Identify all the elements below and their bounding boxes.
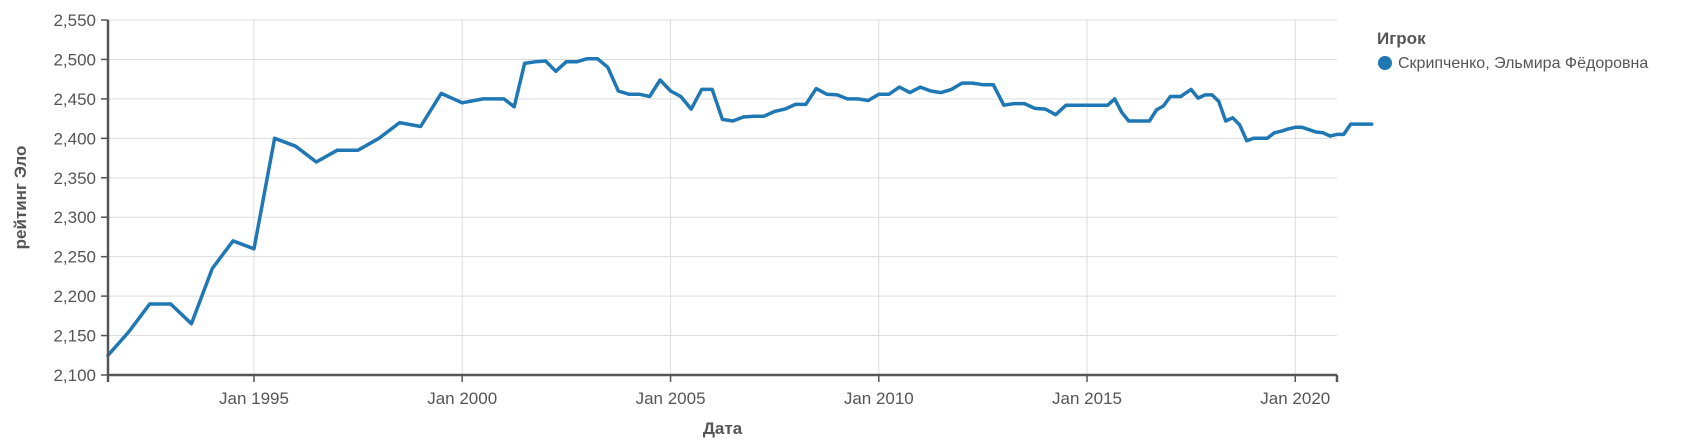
gridlines (108, 19, 1337, 376)
x-tick-label: Jan 2000 (427, 389, 497, 408)
x-axis-title: Дата (703, 419, 743, 438)
series-line (106, 56, 1374, 358)
x-tick-label: Jan 1995 (219, 389, 289, 408)
y-tick-label: 2,550 (53, 11, 96, 30)
x-tick-label: Jan 2020 (1260, 389, 1330, 408)
y-tick-label: 2,100 (53, 366, 96, 385)
series-layer (106, 56, 1374, 358)
y-axis-ticks: 2,100 2,150 2,200 2,250 2,300 2,350 2,400 2,450… (53, 11, 108, 385)
y-tick-label: 2,450 (53, 90, 96, 109)
y-tick-label: 2,250 (53, 248, 96, 267)
y-tick-label: 2,300 (53, 208, 96, 227)
legend-swatch (1378, 56, 1392, 70)
x-tick-label: Jan 2015 (1052, 389, 1122, 408)
y-axis-title: рейтинг Эло (11, 146, 30, 250)
x-tick-label: Jan 2005 (636, 389, 706, 408)
legend: Игрок Скрипченко, Эльмира Фёдоровна (1377, 29, 1648, 72)
x-tick-label: Jan 2010 (844, 389, 914, 408)
legend-entry-label[interactable]: Скрипченко, Эльмира Фёдоровна (1398, 55, 1648, 72)
y-tick-label: 2,500 (53, 50, 96, 69)
y-tick-label: 2,200 (53, 287, 96, 306)
x-axis-ticks: Jan 1995 Jan 2000 Jan 2005 Jan 2010 Jan 2015… (219, 375, 1330, 408)
y-tick-label: 2,400 (53, 129, 96, 148)
legend-title: Игрок (1377, 29, 1426, 48)
axes (106, 20, 1339, 382)
y-tick-label: 2,350 (53, 169, 96, 188)
y-tick-label: 2,150 (53, 327, 96, 346)
